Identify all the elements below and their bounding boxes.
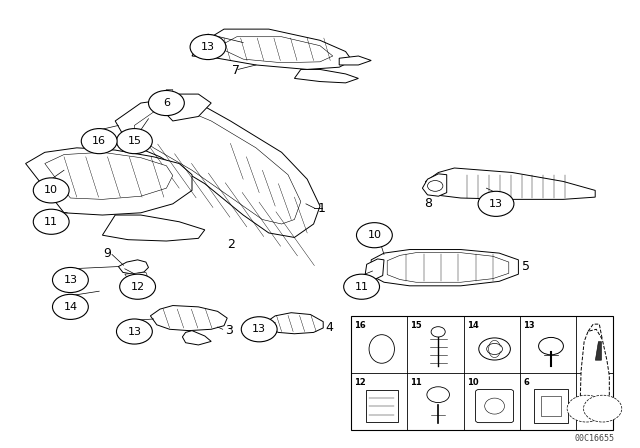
Circle shape: [427, 387, 449, 403]
Bar: [541, 396, 561, 416]
Text: 10: 10: [367, 230, 381, 240]
Circle shape: [356, 223, 392, 248]
Text: 8: 8: [424, 197, 432, 211]
Text: 15: 15: [410, 321, 422, 330]
Circle shape: [241, 317, 277, 342]
Polygon shape: [192, 29, 352, 69]
Circle shape: [33, 209, 69, 234]
Text: 12: 12: [131, 282, 145, 292]
Polygon shape: [387, 253, 509, 282]
Text: 12: 12: [354, 378, 365, 388]
Polygon shape: [150, 306, 227, 331]
Circle shape: [116, 129, 152, 154]
Bar: [351, 316, 613, 430]
Polygon shape: [218, 37, 333, 63]
Circle shape: [344, 274, 380, 299]
Polygon shape: [339, 56, 371, 65]
Circle shape: [567, 395, 605, 422]
Circle shape: [428, 181, 443, 191]
Text: 13: 13: [252, 324, 266, 334]
Text: 10: 10: [44, 185, 58, 195]
Circle shape: [120, 274, 156, 299]
Text: 13: 13: [489, 199, 503, 209]
Polygon shape: [266, 313, 323, 334]
Polygon shape: [118, 260, 148, 274]
Text: 16: 16: [354, 321, 365, 330]
Bar: [366, 390, 397, 422]
Ellipse shape: [484, 398, 504, 414]
Text: 6: 6: [523, 378, 529, 388]
Polygon shape: [115, 99, 320, 237]
Text: 7: 7: [232, 64, 240, 77]
Circle shape: [33, 178, 69, 203]
Polygon shape: [102, 215, 205, 241]
Polygon shape: [134, 108, 301, 224]
Text: 4: 4: [325, 321, 333, 335]
Text: 2: 2: [227, 237, 235, 251]
Circle shape: [479, 338, 510, 360]
Polygon shape: [595, 342, 602, 360]
Text: 13: 13: [523, 321, 535, 330]
Text: 11: 11: [44, 217, 58, 227]
Text: 5: 5: [522, 260, 529, 273]
Text: 13: 13: [63, 275, 77, 285]
Text: 14: 14: [467, 321, 479, 330]
Polygon shape: [125, 272, 147, 280]
Circle shape: [486, 344, 502, 354]
Ellipse shape: [369, 335, 394, 363]
Polygon shape: [294, 69, 358, 83]
Text: 11: 11: [355, 282, 369, 292]
Polygon shape: [365, 259, 384, 280]
Text: 1: 1: [318, 202, 326, 215]
Polygon shape: [580, 329, 609, 412]
Circle shape: [81, 129, 117, 154]
FancyBboxPatch shape: [476, 390, 513, 422]
Polygon shape: [45, 152, 173, 199]
Bar: [534, 389, 568, 423]
Circle shape: [478, 191, 514, 216]
Text: 13: 13: [201, 42, 215, 52]
Text: 11: 11: [410, 378, 422, 388]
Text: 3: 3: [225, 324, 233, 337]
Polygon shape: [182, 331, 211, 345]
Circle shape: [52, 267, 88, 293]
Polygon shape: [154, 90, 173, 103]
Ellipse shape: [431, 327, 445, 337]
Text: 15: 15: [127, 136, 141, 146]
Circle shape: [116, 319, 152, 344]
Polygon shape: [422, 174, 447, 196]
Circle shape: [52, 294, 88, 319]
Circle shape: [148, 90, 184, 116]
Circle shape: [190, 34, 226, 60]
Text: 9: 9: [104, 246, 111, 260]
Polygon shape: [26, 148, 192, 215]
Polygon shape: [426, 168, 595, 199]
Text: 00C16655: 00C16655: [575, 434, 614, 443]
Text: 14: 14: [63, 302, 77, 312]
Text: 10: 10: [467, 378, 478, 388]
Polygon shape: [371, 250, 518, 286]
Circle shape: [584, 395, 622, 422]
Circle shape: [539, 337, 563, 355]
Text: 6: 6: [163, 98, 170, 108]
Text: 13: 13: [127, 327, 141, 336]
Polygon shape: [160, 94, 211, 121]
Text: 16: 16: [92, 136, 106, 146]
